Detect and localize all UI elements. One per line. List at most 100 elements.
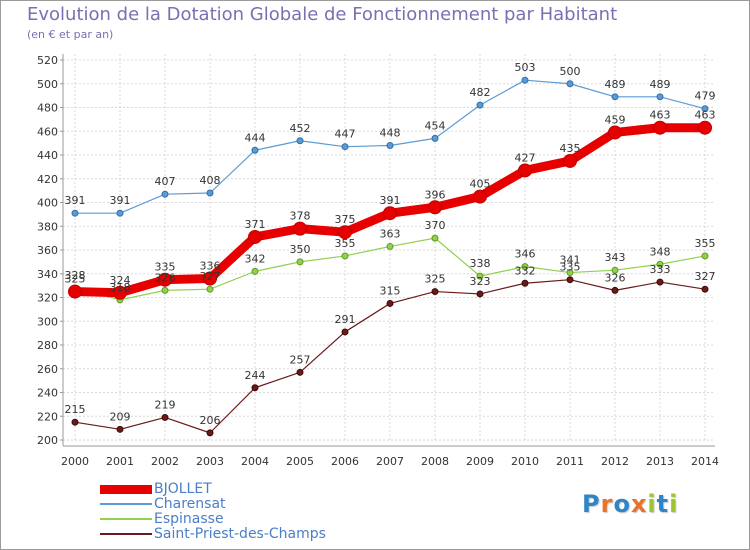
data-point (206, 285, 214, 293)
data-label: 482 (470, 86, 491, 99)
y-tick-label: 360 (37, 244, 58, 257)
data-label: 370 (425, 219, 446, 232)
data-label: 355 (695, 237, 716, 250)
data-point (698, 120, 712, 135)
y-tick-label: 220 (37, 410, 58, 423)
data-point (386, 299, 394, 307)
data-point (296, 368, 304, 376)
y-tick-label: 480 (37, 102, 58, 115)
chart-title: Evolution de la Dotation Globale de Fonc… (27, 4, 618, 25)
data-label: 206 (200, 414, 221, 427)
data-point (566, 269, 574, 277)
data-point (203, 271, 217, 286)
data-point (701, 285, 709, 293)
data-label: 336 (200, 260, 221, 273)
data-label: 489 (605, 78, 626, 91)
x-tick-label: 2004 (241, 455, 269, 468)
y-tick-label: 200 (37, 434, 58, 447)
data-label: 459 (605, 113, 626, 126)
data-point (428, 200, 442, 215)
data-label: 326 (605, 271, 626, 284)
data-point (521, 76, 529, 84)
y-tick-label: 320 (37, 292, 58, 305)
data-label: 350 (290, 243, 311, 256)
legend-swatch (100, 518, 152, 520)
y-tick-label: 280 (37, 339, 58, 352)
x-tick-label: 2005 (286, 455, 314, 468)
data-point (71, 418, 79, 426)
data-point (341, 328, 349, 336)
x-tick-label: 2008 (421, 455, 449, 468)
data-point (518, 163, 532, 178)
legend-swatch (100, 503, 152, 505)
data-label: 408 (200, 174, 221, 187)
x-tick-label: 2009 (466, 455, 494, 468)
data-point (341, 143, 349, 151)
data-label: 375 (335, 213, 356, 226)
data-label: 326 (155, 271, 176, 284)
y-tick-label: 520 (37, 54, 58, 67)
data-point (608, 125, 622, 140)
data-label: 378 (290, 210, 311, 223)
data-label: 447 (335, 128, 356, 141)
data-label: 323 (470, 275, 491, 288)
data-label: 328 (65, 269, 86, 282)
legend-swatch (100, 484, 152, 494)
data-label: 327 (695, 270, 716, 283)
data-label: 341 (560, 254, 581, 267)
legend-swatch (100, 533, 152, 535)
data-point (563, 153, 577, 168)
data-point (296, 258, 304, 266)
data-label: 348 (650, 245, 671, 258)
legend-label: Charensat (154, 496, 226, 512)
data-label: 325 (65, 273, 86, 286)
x-tick-label: 2006 (331, 455, 359, 468)
data-label: 318 (110, 281, 131, 294)
data-label: 215 (65, 403, 86, 416)
y-tick-label: 300 (37, 315, 58, 328)
data-label: 448 (380, 127, 401, 140)
data-label: 371 (245, 218, 266, 231)
data-label: 346 (515, 248, 536, 261)
y-tick-label: 500 (37, 78, 58, 91)
data-label: 427 (515, 151, 536, 164)
y-tick-label: 420 (37, 173, 58, 186)
data-point (71, 209, 79, 217)
x-tick-label: 2003 (196, 455, 224, 468)
y-tick-label: 260 (37, 363, 58, 376)
data-point (293, 221, 307, 236)
data-point (656, 93, 664, 101)
data-point (521, 279, 529, 287)
data-point (206, 189, 214, 197)
data-point (656, 278, 664, 286)
data-label: 444 (245, 131, 266, 144)
data-label: 503 (515, 61, 536, 74)
data-label: 391 (380, 194, 401, 207)
data-label: 338 (470, 257, 491, 270)
data-point (116, 425, 124, 433)
data-point (251, 267, 259, 275)
data-label: 405 (470, 178, 491, 191)
y-tick-label: 460 (37, 125, 58, 138)
data-point (116, 209, 124, 217)
data-label: 454 (425, 119, 446, 132)
proxiti-logo: Proxiti (582, 490, 679, 518)
data-label: 343 (605, 251, 626, 264)
data-label: 396 (425, 188, 446, 201)
data-point (476, 272, 484, 280)
data-label: 463 (650, 109, 671, 122)
data-label: 332 (515, 264, 536, 277)
data-label: 335 (155, 261, 176, 274)
legend-label: Saint-Priest-des-Champs (154, 526, 326, 542)
data-point (701, 105, 709, 113)
y-tick-label: 380 (37, 220, 58, 233)
data-point (611, 93, 619, 101)
data-point (431, 288, 439, 296)
data-point (341, 252, 349, 260)
x-tick-label: 2000 (61, 455, 89, 468)
data-point (383, 206, 397, 221)
data-label: 342 (245, 252, 266, 265)
data-label: 325 (425, 273, 446, 286)
